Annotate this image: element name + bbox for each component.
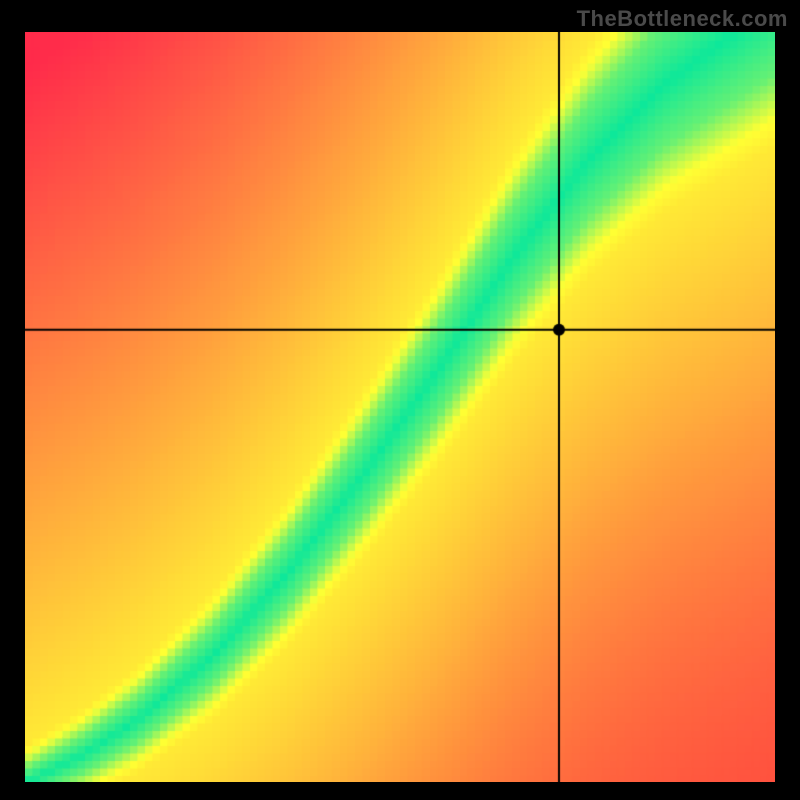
watermark-text: TheBottleneck.com [577, 6, 788, 32]
plot-area [25, 32, 775, 782]
chart-container: TheBottleneck.com [0, 0, 800, 800]
bottleneck-heatmap [25, 32, 775, 782]
